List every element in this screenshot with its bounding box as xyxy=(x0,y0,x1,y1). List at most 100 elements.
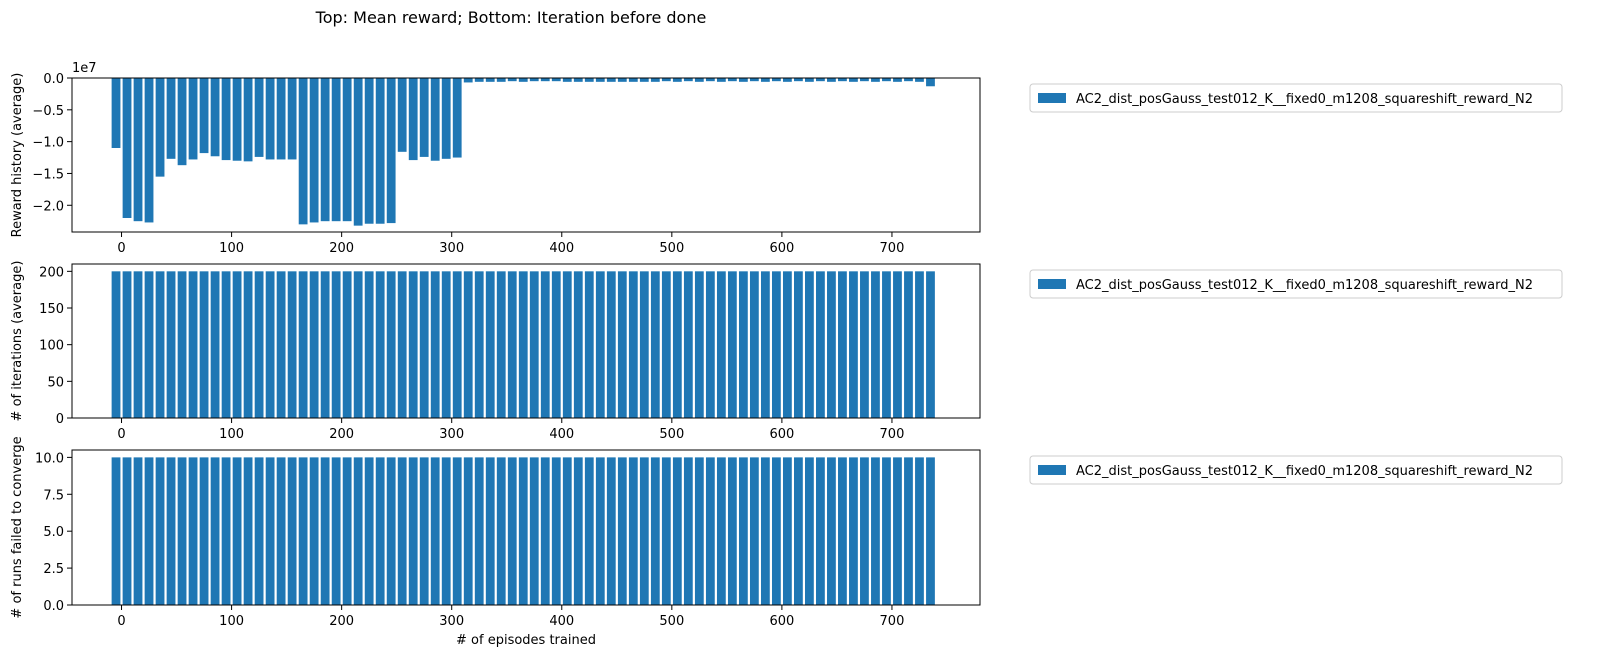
bar xyxy=(177,78,187,166)
bar xyxy=(397,78,407,152)
bar xyxy=(617,78,627,82)
bar xyxy=(606,457,616,605)
bar xyxy=(441,78,451,159)
x-tick-label: 0 xyxy=(117,614,125,629)
bar xyxy=(199,271,209,418)
bar xyxy=(518,457,528,605)
bar xyxy=(166,271,176,418)
bar xyxy=(254,271,264,418)
y-tick-label: −1.0 xyxy=(32,136,64,151)
bar xyxy=(573,271,583,418)
bar xyxy=(232,271,242,418)
bar xyxy=(661,457,671,605)
bar xyxy=(584,271,594,418)
bar xyxy=(683,78,693,82)
bar xyxy=(529,457,539,605)
bar xyxy=(122,271,132,418)
x-tick-label: 100 xyxy=(219,241,244,256)
x-tick-label: 0 xyxy=(117,241,125,256)
x-tick-label: 600 xyxy=(769,427,794,442)
x-tick-label: 300 xyxy=(439,241,464,256)
subplot-1: 0 100 200 300 400 500 600 700 0.0 −0.5 −1.0 −1.5 −2.… xyxy=(10,61,1563,256)
x-tick-label: 100 xyxy=(219,614,244,629)
legend-label: AC2_dist_posGauss_test012_K__fixed0_m120… xyxy=(1076,464,1533,479)
bar xyxy=(893,78,902,82)
bar xyxy=(320,78,330,222)
bar xyxy=(441,271,451,418)
bar xyxy=(760,457,770,605)
bar xyxy=(738,271,748,418)
bar xyxy=(705,457,715,605)
bar xyxy=(188,457,198,605)
bar xyxy=(738,78,748,82)
bar xyxy=(860,271,869,418)
bar xyxy=(364,78,374,224)
bar xyxy=(232,78,242,161)
bars-series xyxy=(111,78,935,226)
bar xyxy=(320,457,330,605)
bar xyxy=(430,271,440,418)
bar xyxy=(309,271,319,418)
bar xyxy=(551,457,561,605)
bar xyxy=(904,78,913,82)
bar xyxy=(496,78,506,82)
bar xyxy=(243,457,253,605)
bar xyxy=(738,457,748,605)
bar xyxy=(430,457,440,605)
bar xyxy=(694,78,704,82)
bar xyxy=(452,271,462,418)
bar xyxy=(827,78,836,82)
bar xyxy=(628,78,638,82)
bar xyxy=(419,78,429,157)
bar xyxy=(639,78,649,82)
x-tick-label: 300 xyxy=(439,427,464,442)
bar xyxy=(518,78,528,82)
subplot-2: 0 100 200 300 400 500 600 700 0 50 100 150 200 # of i… xyxy=(10,261,1563,442)
legend-swatch xyxy=(1038,465,1066,475)
bar xyxy=(672,457,682,605)
bar xyxy=(661,271,671,418)
bar xyxy=(694,271,704,418)
bar xyxy=(441,457,451,605)
bar xyxy=(805,271,814,418)
x-tick-label: 400 xyxy=(549,614,574,629)
bar xyxy=(771,271,781,418)
bar xyxy=(794,271,803,418)
bar xyxy=(595,271,605,418)
bar xyxy=(727,78,737,82)
bar xyxy=(265,78,275,160)
bar xyxy=(805,78,814,82)
bar xyxy=(155,457,165,605)
legend-box xyxy=(1029,269,1563,299)
bar xyxy=(705,271,715,418)
bar xyxy=(871,457,880,605)
bar xyxy=(749,78,759,82)
bar xyxy=(540,78,550,82)
legend: AC2_dist_posGauss_test012_K__fixed0_m120… xyxy=(1029,269,1563,299)
bar xyxy=(474,457,484,605)
bar xyxy=(816,457,825,605)
bar xyxy=(915,271,924,418)
x-tick-label: 0 xyxy=(117,427,125,442)
bar xyxy=(254,78,264,157)
bar xyxy=(683,271,693,418)
bar xyxy=(849,457,858,605)
bar xyxy=(485,78,495,82)
bar xyxy=(805,457,814,605)
bar xyxy=(144,457,154,605)
bar xyxy=(463,271,473,418)
legend-swatch xyxy=(1038,279,1066,289)
y-tick-label: 0 xyxy=(56,412,64,427)
bar xyxy=(860,457,869,605)
bar xyxy=(166,78,176,159)
bar xyxy=(650,78,660,82)
bar xyxy=(133,271,143,418)
bar xyxy=(122,457,132,605)
bar xyxy=(650,271,660,418)
bar xyxy=(496,271,506,418)
bar xyxy=(617,271,627,418)
bar xyxy=(551,78,561,82)
bar xyxy=(849,78,858,82)
y-tick-label: 10.0 xyxy=(35,451,64,466)
y-axis-label: # of runs failed to converge xyxy=(10,436,25,618)
